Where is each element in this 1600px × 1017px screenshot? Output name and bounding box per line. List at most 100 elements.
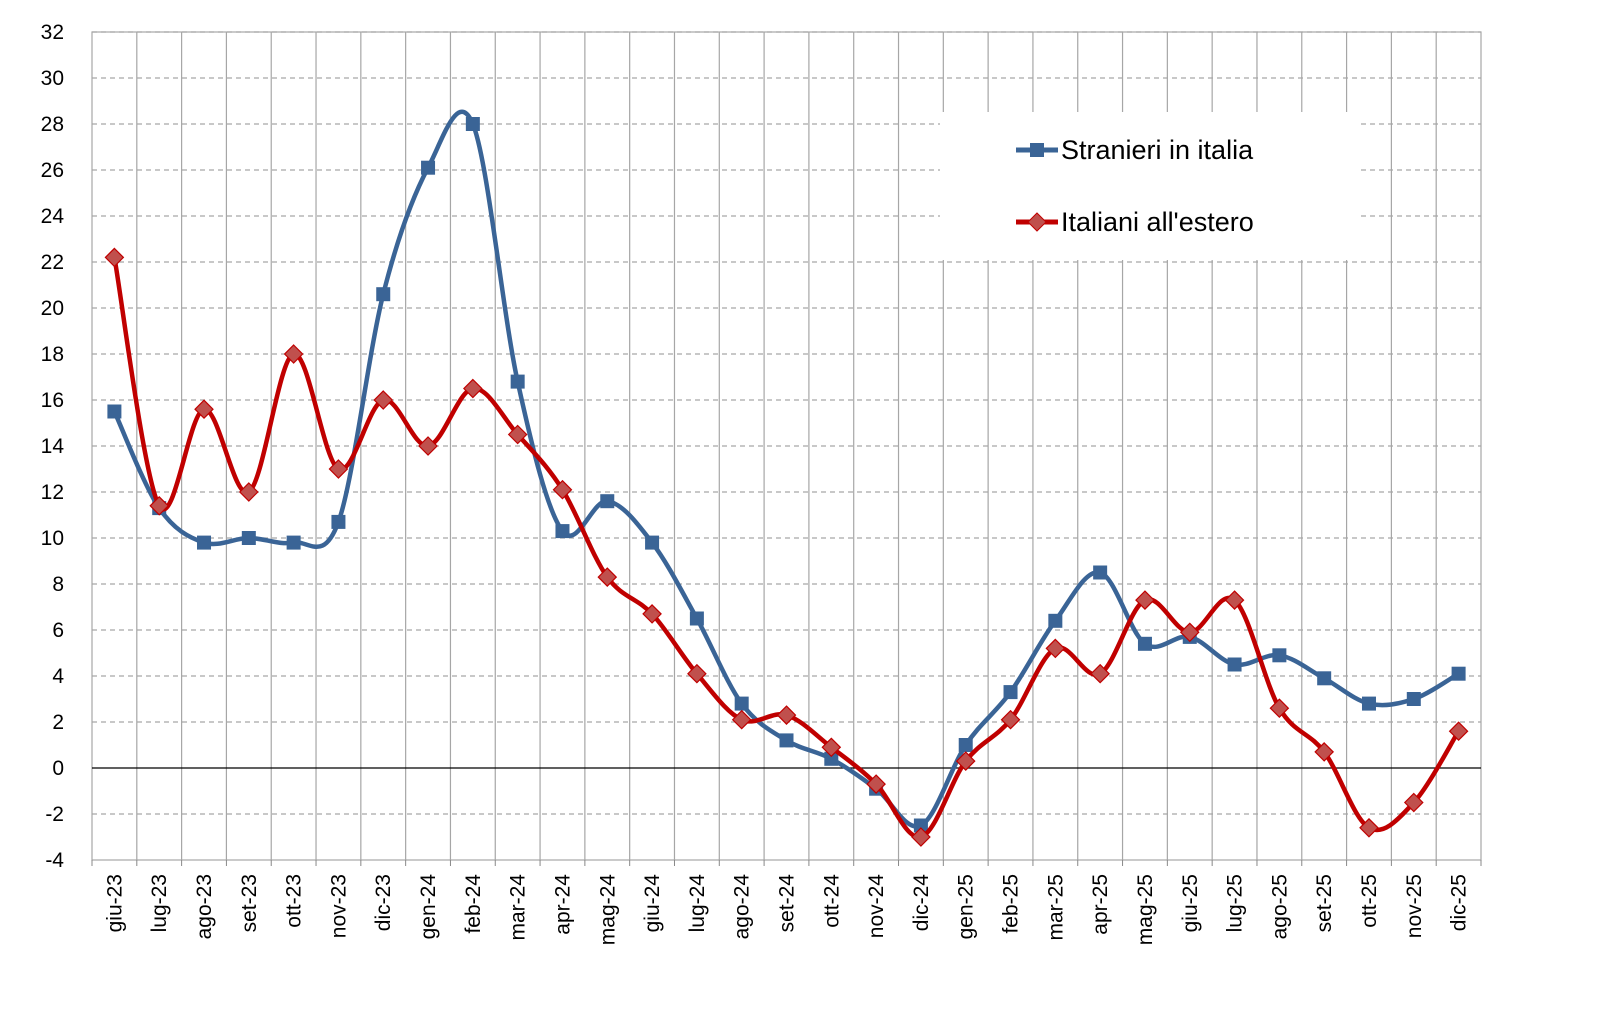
data-point-square: [779, 733, 794, 748]
data-point-diamond: [776, 705, 797, 725]
y-tick-label: 14: [41, 435, 65, 458]
plot-area-border: [91, 31, 1482, 861]
data-point-square: [1003, 685, 1018, 700]
y-tick-label: 22: [41, 251, 64, 274]
data-point-square: [1406, 692, 1421, 706]
legend-diamond-marker-icon: [1027, 212, 1047, 232]
data-point-square: [465, 117, 480, 131]
y-tick-label: 32: [41, 21, 64, 44]
data-point-square: [958, 738, 973, 752]
data-point-square: [689, 611, 704, 626]
legend-label-stranieri: Stranieri in italia: [1061, 135, 1254, 165]
x-tick-label: mag-25: [1134, 874, 1157, 945]
data-point-diamond: [507, 424, 528, 445]
y-tick-label: 2: [52, 711, 64, 734]
data-point-diamond: [1179, 622, 1200, 643]
data-point-diamond: [1045, 638, 1066, 659]
x-tick-label: dic-23: [372, 874, 395, 931]
x-tick-label: dic-24: [910, 874, 933, 932]
data-point-diamond: [597, 567, 618, 587]
data-point-square: [913, 818, 928, 833]
data-point-square: [241, 531, 256, 545]
x-tick-label: giu-23: [103, 874, 126, 932]
data-point-square: [510, 374, 525, 389]
x-tick-label: set-23: [238, 874, 261, 932]
data-point-diamond: [418, 436, 438, 456]
data-point-diamond: [1448, 721, 1469, 742]
data-point-square: [376, 287, 391, 302]
legend-item-stranieri: Stranieri in italia: [1016, 135, 1254, 165]
y-tick-label: 18: [41, 343, 64, 366]
data-point-square: [824, 751, 839, 766]
x-tick-label: feb-24: [462, 874, 485, 934]
x-tick-label: lug-25: [1224, 874, 1247, 932]
data-point-square: [555, 524, 570, 539]
y-tick-label: 4: [52, 665, 64, 688]
x-tick-label: lug-24: [686, 874, 709, 933]
y-tick-label: 30: [41, 67, 64, 90]
x-tick-label: ago-25: [1268, 874, 1291, 939]
data-point-square: [331, 514, 346, 529]
data-point-square: [1093, 565, 1108, 580]
data-point-square: [1317, 671, 1332, 686]
data-point-diamond: [552, 479, 573, 500]
data-point-diamond: [104, 247, 125, 268]
x-tick-label: ago-23: [193, 874, 216, 939]
x-tick-label: nov-24: [865, 874, 888, 939]
y-tick-label: 16: [41, 389, 64, 412]
y-tick-label: 24: [41, 205, 65, 228]
x-tick-label: ott-24: [820, 874, 843, 928]
x-tick-label: apr-24: [551, 874, 574, 935]
x-tick-label: mag-24: [596, 874, 619, 946]
legend-background: [940, 112, 1360, 260]
data-point-diamond: [373, 390, 394, 410]
x-tick-label: set-25: [1313, 874, 1336, 932]
data-point-diamond: [911, 827, 931, 847]
y-tick-label: -2: [45, 803, 64, 826]
series-italiani: [104, 247, 1469, 847]
x-tick-label: mar-25: [1044, 874, 1067, 941]
data-point-diamond: [1359, 817, 1379, 838]
y-tick-label: 26: [41, 159, 64, 182]
y-tick-label: 8: [52, 573, 64, 596]
data-point-square: [645, 535, 660, 550]
data-point-square: [107, 404, 122, 419]
data-point-diamond: [1000, 709, 1021, 730]
y-tick-label: -4: [45, 849, 64, 872]
data-point-square: [1137, 636, 1152, 651]
data-point-square: [1361, 696, 1376, 711]
y-tick-label: 12: [41, 481, 64, 504]
data-point-diamond: [1224, 590, 1245, 610]
legend-label-italiani: Italiani all'estero: [1061, 207, 1254, 237]
data-point-diamond: [866, 774, 886, 794]
data-point-diamond: [463, 378, 483, 399]
x-tick-label: nov-23: [327, 874, 350, 938]
x-tick-label: giu-25: [1179, 874, 1202, 932]
data-point-diamond: [194, 399, 214, 420]
data-point-square: [600, 494, 615, 509]
data-point-square: [286, 535, 301, 550]
data-point-diamond: [1269, 698, 1290, 719]
x-tick-label: apr-25: [1089, 874, 1112, 935]
data-point-diamond: [1403, 792, 1424, 813]
data-point-diamond: [283, 344, 304, 364]
y-tick-label: 28: [41, 113, 64, 136]
x-tick-label: feb-25: [1000, 874, 1023, 934]
data-point-diamond: [821, 737, 842, 758]
data-point-square: [421, 160, 436, 175]
x-tick-label: gen-25: [955, 874, 978, 939]
x-tick-label: gen-24: [417, 874, 440, 940]
legend-square-marker-icon: [1030, 143, 1044, 157]
data-point-square: [1272, 648, 1287, 663]
data-point-square: [734, 696, 749, 711]
x-tick-label: mar-24: [507, 874, 530, 941]
data-point-square: [197, 535, 212, 550]
x-tick-label: dic-25: [1448, 874, 1471, 931]
x-tick-label: ott-23: [283, 874, 306, 928]
legend: Stranieri in italia Italiani all'estero: [1016, 135, 1254, 237]
data-point-diamond: [955, 751, 976, 771]
x-tick-label: ott-25: [1358, 874, 1381, 928]
data-point-diamond: [238, 482, 259, 502]
